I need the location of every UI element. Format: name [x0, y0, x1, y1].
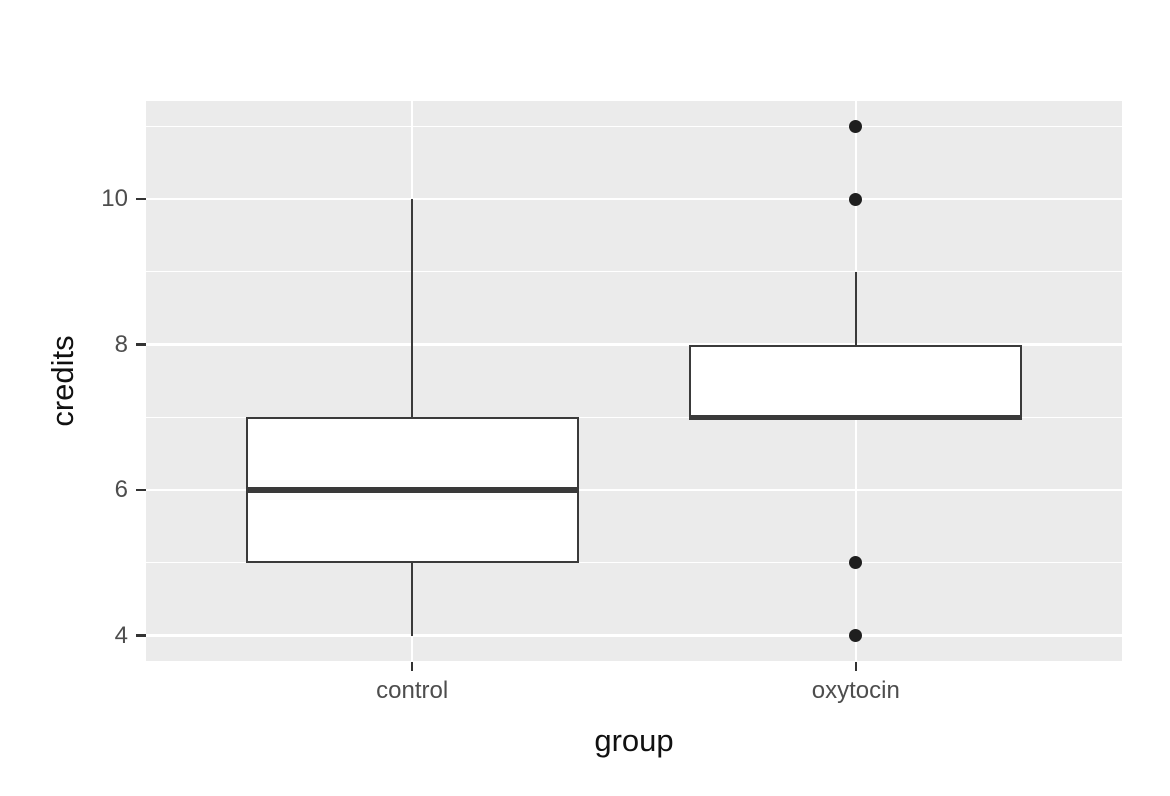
gridline-minor — [146, 562, 1122, 564]
gridline-minor — [146, 271, 1122, 273]
gridline-minor — [146, 416, 1122, 418]
gridline-minor — [146, 125, 1122, 128]
outlier-point-oxytocin — [849, 192, 863, 206]
outlier-point-oxytocin — [849, 556, 863, 570]
y-tick-label: 4 — [114, 621, 128, 649]
lower-whisker-control — [410, 562, 414, 636]
x-axis-title: group — [594, 723, 674, 758]
median-line-oxytocin — [689, 414, 1023, 421]
plot-area — [146, 101, 1122, 661]
plot-panel — [146, 101, 1122, 661]
x-tick-label-oxytocin: oxytocin — [811, 677, 900, 704]
median-line-control — [245, 487, 579, 493]
gridline-major — [146, 343, 1122, 346]
y-tick-label: 8 — [114, 330, 128, 358]
y-axis-title: credits — [45, 335, 80, 427]
upper-whisker-oxytocin — [854, 271, 858, 345]
y-axis-tick — [136, 488, 146, 492]
gridline-major — [146, 488, 1122, 492]
y-axis-tick — [136, 197, 146, 201]
outlier-point-oxytocin — [849, 629, 863, 643]
box-oxytocin — [689, 344, 1023, 418]
y-tick-label: 6 — [114, 476, 128, 504]
gridline-major — [146, 197, 1122, 201]
outlier-point-oxytocin — [849, 119, 863, 133]
x-tick-label-control: control — [376, 677, 449, 704]
y-tick-label: 10 — [101, 185, 128, 213]
y-axis-tick — [136, 343, 146, 346]
x-axis-tick — [854, 662, 858, 671]
upper-whisker-control — [410, 199, 414, 418]
y-axis-tick — [136, 634, 146, 637]
gridline-major — [146, 634, 1122, 637]
x-axis-tick — [410, 662, 414, 671]
